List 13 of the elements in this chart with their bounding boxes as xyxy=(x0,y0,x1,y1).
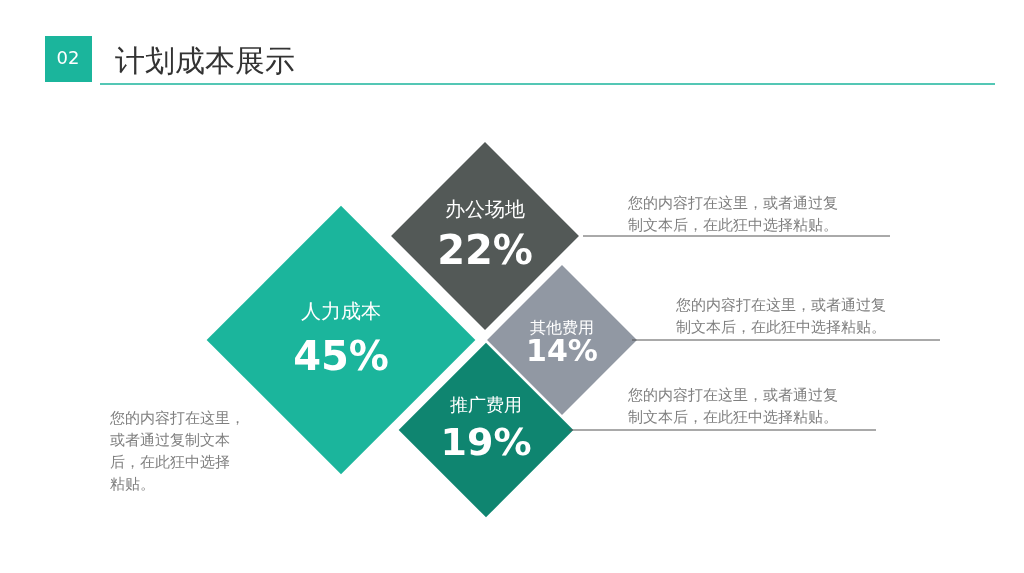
data-label: 19% xyxy=(440,420,532,464)
category-label: 其他费用 xyxy=(530,318,594,337)
category-label: 人力成本 xyxy=(301,299,381,323)
category-label: 推广费用 xyxy=(450,394,522,415)
text: 您的内容打在这里，或者通过复制文本后，在此狂中选择粘贴。 xyxy=(627,194,838,234)
text: 您的内容打在这里，或者通过复制文本后，在此狂中选择粘贴。 xyxy=(627,386,838,426)
text: 您的内容打在这里，或者通过复制文本后，在此狂中选择粘贴。 xyxy=(675,296,886,336)
text: 您的内容打在这里，或者通过复制文本后，在此狂中选择粘贴。 xyxy=(109,409,245,493)
text: 02 xyxy=(56,47,80,68)
text: 计划成本展示 xyxy=(115,43,295,78)
data-label: 45% xyxy=(293,333,389,379)
category-label: 办公场地 xyxy=(445,197,525,221)
data-label: 22% xyxy=(437,227,533,273)
